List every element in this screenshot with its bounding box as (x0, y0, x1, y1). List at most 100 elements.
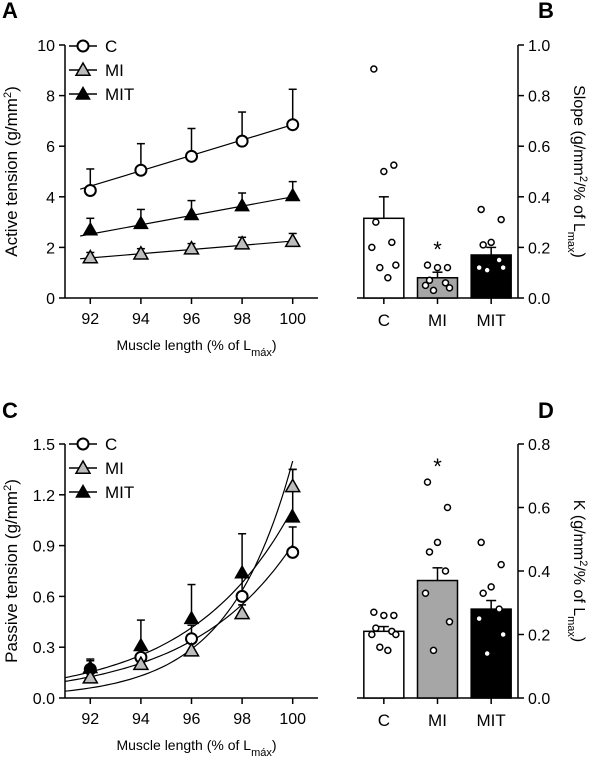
x-tick-label-mi: MI (428, 711, 447, 730)
individual-point (368, 630, 376, 639)
legend-marker (74, 61, 92, 76)
fit-curve (64, 460, 294, 692)
y-tick-label: 10 (37, 38, 55, 55)
individual-point (443, 263, 452, 272)
legend-marker (76, 39, 90, 53)
y-axis-title: Active tension (g/mm2) (2, 86, 21, 257)
y-tick-label: 1.2 (33, 488, 55, 505)
legend-marker (76, 437, 90, 451)
x-tick-label: 96 (183, 711, 201, 728)
legend-label-c: C (105, 435, 117, 454)
individual-point (425, 548, 434, 556)
data-point-mit (284, 508, 301, 523)
bar-mi (416, 579, 459, 699)
significance-marker: * (433, 454, 442, 479)
individual-point (483, 266, 491, 274)
y-tick-label: 0.2 (528, 240, 550, 257)
data-point-c (235, 134, 249, 148)
y-tick-label: 0.3 (33, 640, 55, 657)
y-tick-label: 4 (46, 190, 55, 207)
x-tick-label: 96 (183, 311, 201, 328)
individual-point (499, 630, 507, 639)
fit-curve (64, 508, 294, 679)
individual-point (372, 218, 380, 226)
y-tick-label: 0.6 (528, 139, 550, 156)
data-point-mit (183, 610, 200, 625)
individual-point (499, 263, 507, 272)
bar-mit (470, 254, 512, 299)
y-tick-label: 0.8 (528, 89, 550, 106)
x-tick-label: 98 (233, 711, 251, 728)
x-tick-label-mit: MIT (477, 311, 506, 330)
x-tick-label: 92 (81, 311, 99, 328)
y-tick-label: 1.0 (528, 38, 550, 55)
data-point-mit (234, 564, 250, 579)
data-point-mi (82, 669, 99, 684)
individual-point (384, 646, 392, 655)
x-tick-label: 94 (132, 311, 150, 328)
legend-label-mi: MI (105, 459, 124, 478)
y-tick-label: 1.5 (33, 437, 55, 454)
individual-point (384, 274, 392, 282)
y-axis-title: K (g/mm2/% of Lmax) (565, 500, 589, 643)
individual-point (380, 167, 388, 176)
y-tick-label: 0.6 (528, 501, 550, 518)
data-point-mit (133, 215, 149, 230)
data-point-mit (133, 637, 149, 652)
bar-mit (470, 608, 512, 699)
individual-point (421, 589, 430, 597)
individual-point (433, 263, 442, 272)
individual-point (421, 281, 430, 290)
y-tick-label: 0.0 (528, 691, 550, 708)
data-point-c (185, 149, 198, 163)
y-tick-label: 0.0 (33, 691, 55, 708)
individual-point (497, 215, 505, 224)
individual-point (475, 614, 483, 623)
y-tick-label: 0.6 (33, 589, 55, 606)
individual-point (425, 276, 434, 285)
x-tick-label: 94 (132, 711, 150, 728)
x-tick-label-c: C (378, 711, 390, 730)
chart-d: 0.0 0.2 0.4 0.6 0.8 K (g/mm2/% of Lmax) C MI * MI… (357, 437, 589, 730)
individual-point (380, 611, 388, 620)
x-tick-label: 100 (279, 311, 306, 328)
individual-point (443, 503, 452, 512)
panel-label-b: B (538, 0, 554, 23)
individual-point (441, 567, 450, 575)
legend-marker (75, 85, 91, 100)
y-tick-label: 0.9 (33, 539, 55, 556)
legend-label-c: C (105, 37, 117, 56)
x-tick-label-c: C (378, 311, 390, 330)
y-tick-label: 2 (46, 240, 55, 257)
individual-point (495, 256, 503, 264)
data-point-mi (132, 655, 150, 671)
individual-point (390, 161, 398, 169)
legend-label-mi: MI (105, 61, 124, 80)
individual-point (390, 611, 398, 620)
individual-point (445, 284, 454, 292)
data-point-mi (183, 642, 200, 657)
panel-label-a: A (2, 0, 18, 23)
y-tick-label: 0.2 (528, 628, 550, 645)
y-axis-title: Slope (g/mm2/% of Lmax) (565, 85, 589, 258)
y-tick-label: 8 (46, 89, 55, 106)
y-tick-label: 6 (46, 139, 55, 156)
individual-point (388, 238, 396, 247)
data-point-mi (284, 477, 301, 493)
individual-point (368, 243, 376, 252)
data-point-c (286, 118, 300, 132)
data-point-mi (82, 249, 99, 264)
legend-marker (74, 459, 92, 474)
individual-point (429, 646, 438, 655)
individual-point (475, 263, 483, 272)
data-point-mit (183, 206, 200, 221)
y-tick-label: 0.0 (528, 291, 550, 308)
legend-marker (75, 483, 91, 498)
individual-point (487, 583, 495, 591)
x-tick-label-mi: MI (428, 311, 447, 330)
individual-point (370, 608, 378, 617)
data-point-mi (132, 245, 150, 260)
